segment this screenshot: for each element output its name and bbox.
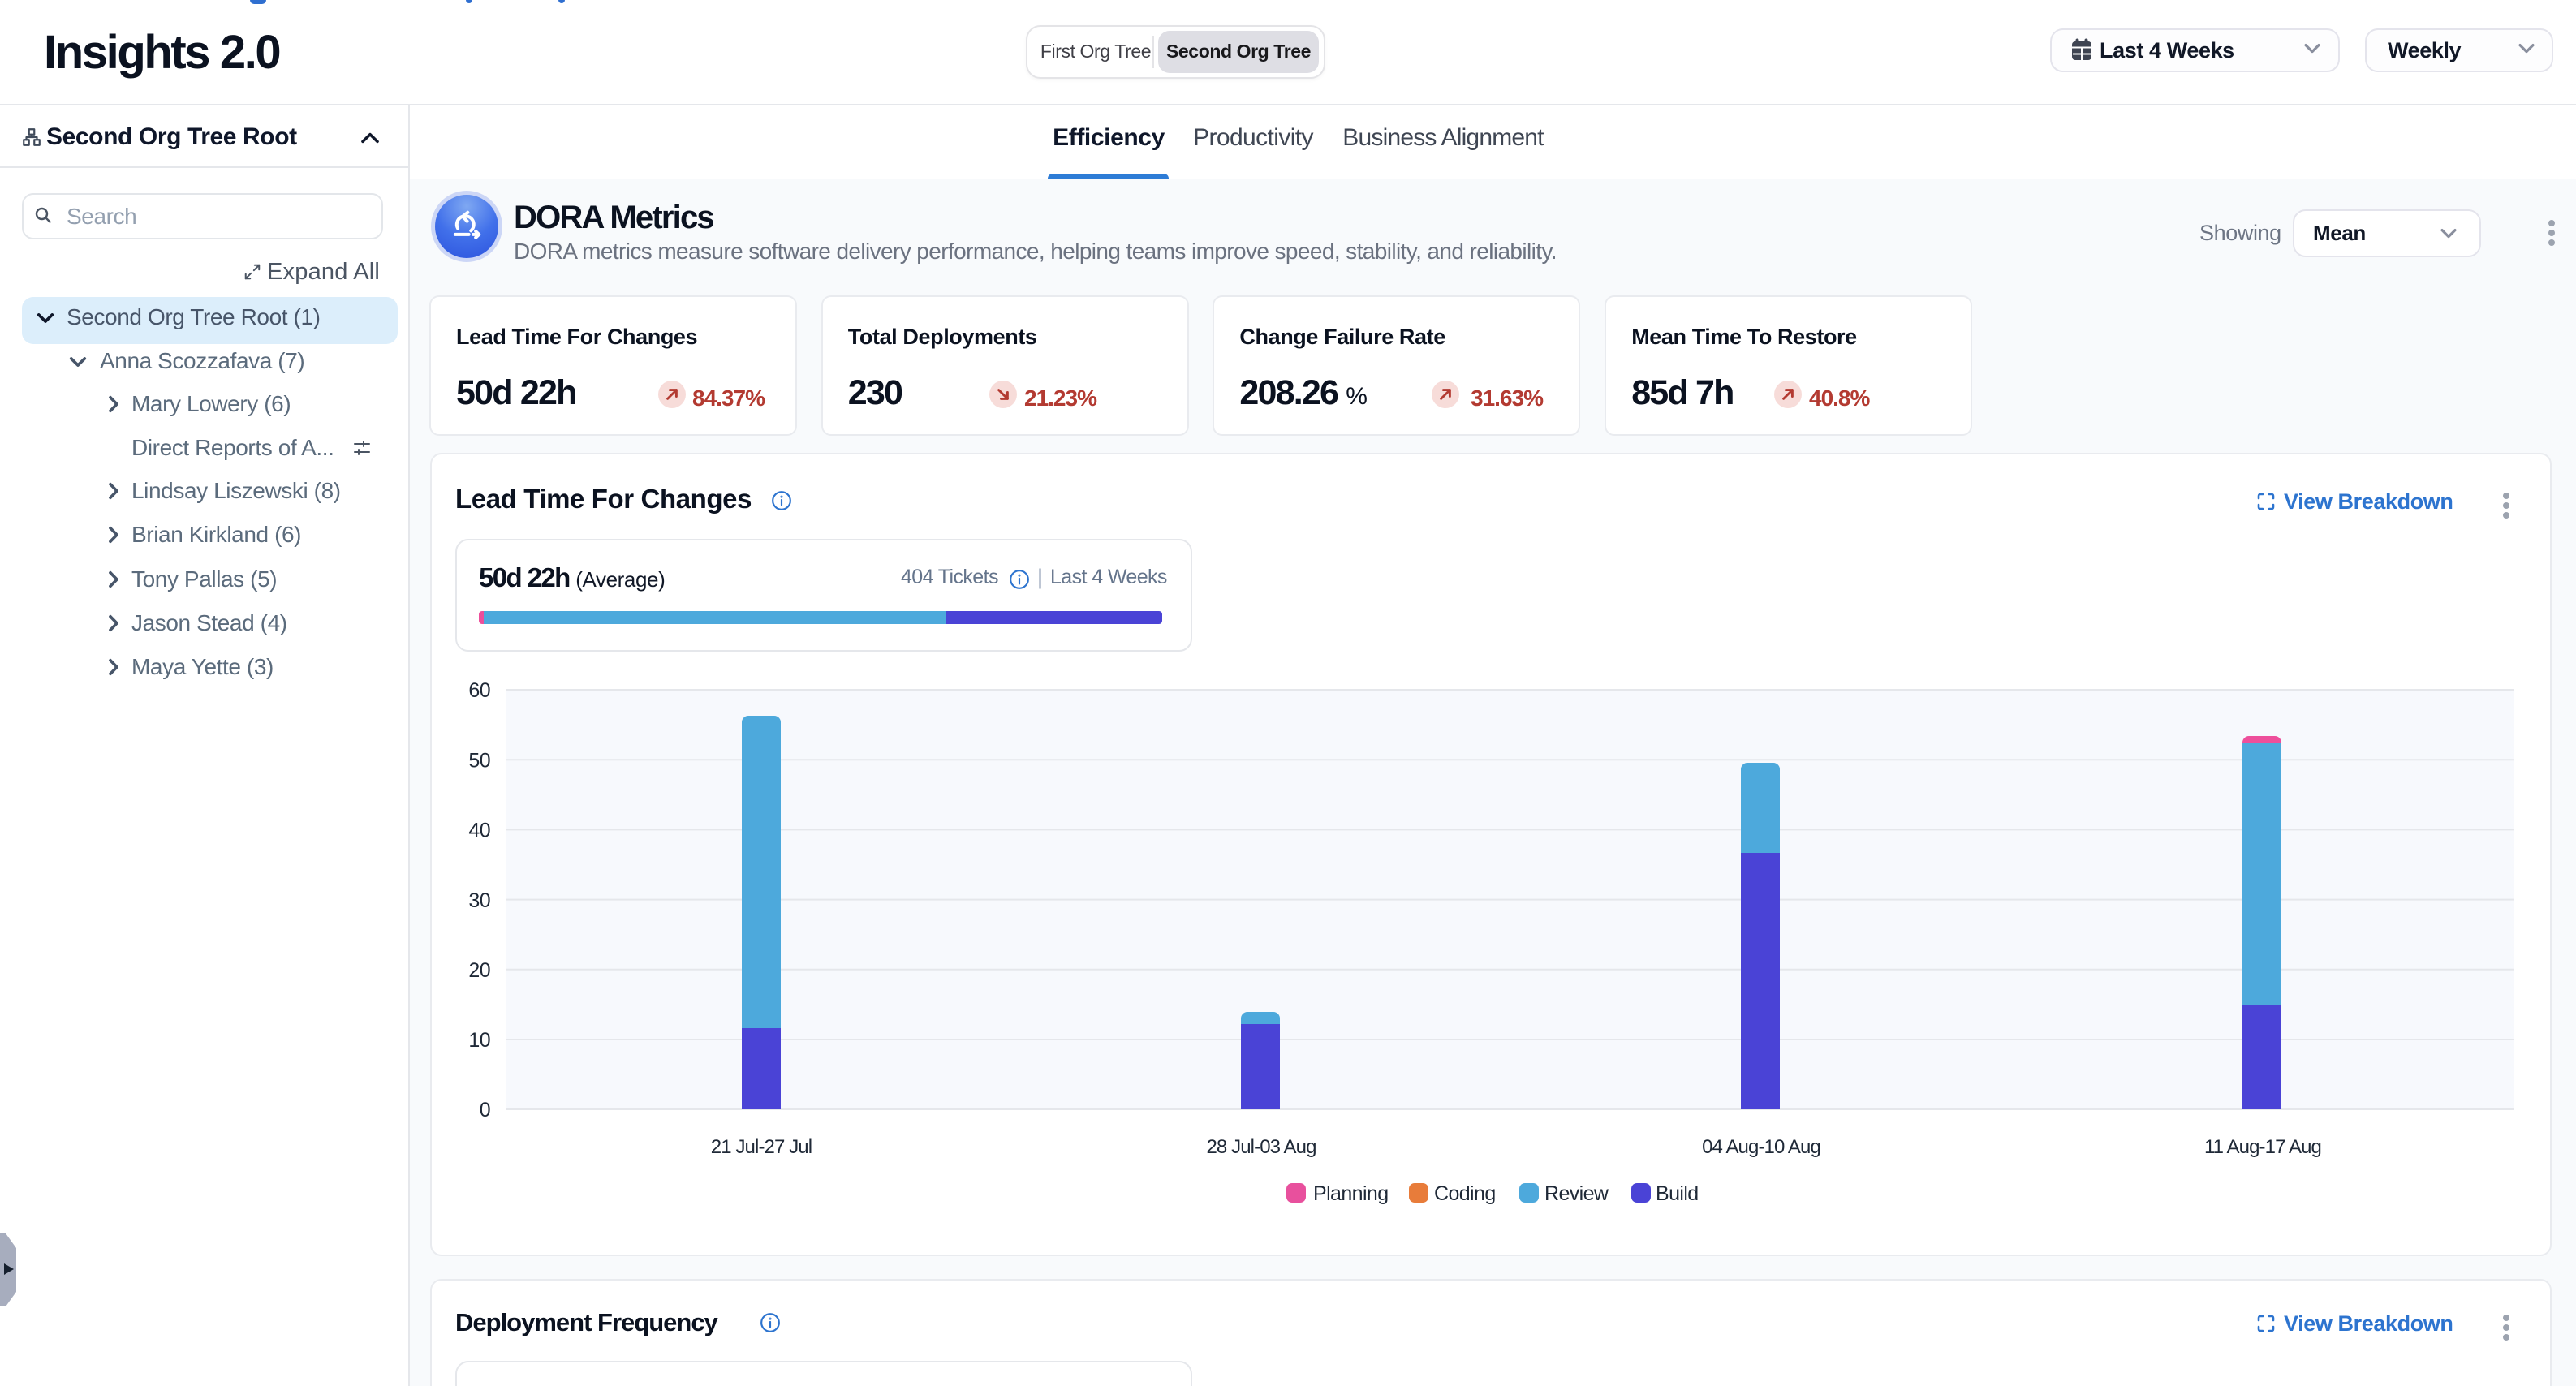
svg-text:50: 50 [468,749,490,772]
svg-text:04 Aug-10 Aug: 04 Aug-10 Aug [1702,1136,1820,1158]
svg-text:28 Jul-03 Aug: 28 Jul-03 Aug [1206,1136,1316,1158]
svg-text:40: 40 [468,820,490,842]
svg-text:21 Jul-27 Jul: 21 Jul-27 Jul [711,1136,812,1158]
svg-text:30: 30 [468,889,490,912]
svg-text:20: 20 [468,959,490,982]
svg-text:11 Aug-17 Aug: 11 Aug-17 Aug [2204,1136,2321,1158]
svg-text:0: 0 [480,1099,490,1121]
svg-text:10: 10 [468,1029,490,1052]
svg-text:60: 60 [468,679,490,702]
